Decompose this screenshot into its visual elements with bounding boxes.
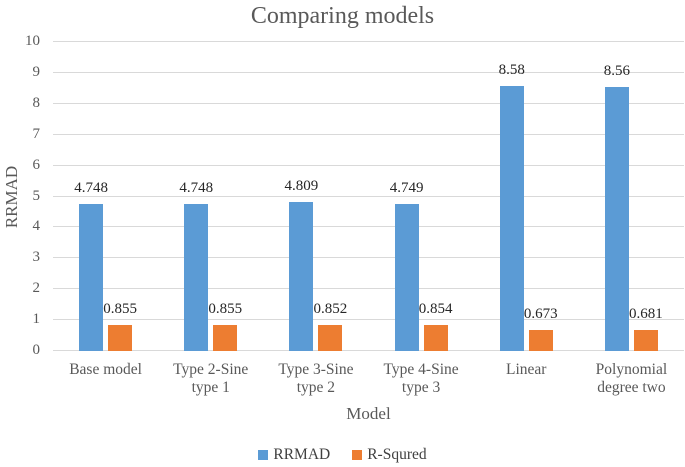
gridline bbox=[53, 71, 684, 73]
data-label: 4.748 bbox=[179, 180, 214, 197]
bar-r-squred-2 bbox=[318, 324, 343, 351]
x-category-label: Base model bbox=[69, 361, 142, 378]
legend-swatch-icon bbox=[258, 450, 269, 460]
x-category-label: Polynomial degree two bbox=[595, 361, 668, 396]
gridline bbox=[53, 133, 684, 135]
y-tick-label: 4 bbox=[32, 218, 41, 235]
legend-item-rrmad: RRMAD bbox=[258, 446, 330, 464]
bar-rrmad-1 bbox=[184, 204, 209, 351]
x-axis-title: Model bbox=[346, 404, 391, 423]
y-tick-label: 7 bbox=[32, 125, 41, 142]
gridline bbox=[53, 257, 684, 259]
data-label: 0.855 bbox=[103, 300, 137, 317]
data-label: 0.854 bbox=[418, 300, 453, 317]
bar-rrmad-2 bbox=[289, 202, 314, 351]
data-label: 4.748 bbox=[74, 180, 108, 197]
gridline bbox=[53, 350, 684, 351]
bar-r-squred-4 bbox=[528, 330, 553, 351]
data-label: 8.56 bbox=[603, 62, 631, 79]
legend-item-r-squred: R-Squred bbox=[352, 446, 427, 464]
y-tick-label: 2 bbox=[32, 280, 41, 297]
x-category-label: Linear bbox=[506, 361, 547, 378]
chart-title: Comparing models bbox=[250, 3, 435, 29]
bar-rrmad-3 bbox=[394, 204, 419, 351]
gridline bbox=[53, 41, 684, 42]
gridline bbox=[53, 102, 684, 104]
y-tick-label: 1 bbox=[32, 311, 41, 328]
data-label: 4.749 bbox=[389, 180, 424, 197]
legend-label: RRMAD bbox=[273, 446, 331, 463]
y-tick-label: 6 bbox=[32, 156, 41, 173]
y-tick-label: 0 bbox=[32, 342, 41, 358]
chart-legend: RRMAD R-Squred bbox=[0, 446, 685, 464]
gridline bbox=[53, 164, 684, 166]
plot-area: 4.748 0.855 4.748 0.855 4.809 0.852 4.749 0.854… bbox=[53, 41, 684, 351]
gridline bbox=[53, 226, 684, 228]
bar-rrmad-4 bbox=[499, 85, 524, 351]
bar-r-squred-0 bbox=[108, 324, 133, 351]
data-label: 0.681 bbox=[629, 305, 663, 322]
data-label: 0.673 bbox=[523, 306, 558, 323]
x-category-label: Type 3-Sine type 2 bbox=[278, 361, 354, 396]
gridline bbox=[53, 319, 684, 321]
gridline bbox=[53, 288, 684, 290]
bar-rrmad-5 bbox=[604, 86, 629, 351]
y-axis-tick-labels: 0 1 2 3 4 5 6 7 8 9 10 bbox=[0, 34, 46, 358]
y-tick-label: 3 bbox=[32, 249, 41, 266]
data-label: 8.58 bbox=[498, 61, 525, 78]
x-category-label: Type 4-Sine type 3 bbox=[383, 361, 459, 396]
x-axis-category-labels: Base model Type 2-Sine type 1 Type 3-Sine … bbox=[53, 361, 684, 397]
bar-r-squred-3 bbox=[423, 324, 448, 351]
gridline bbox=[53, 195, 684, 197]
bar-rrmad-0 bbox=[79, 204, 104, 351]
y-tick-label: 8 bbox=[32, 94, 41, 111]
data-label: 4.809 bbox=[284, 178, 319, 195]
data-label: 0.855 bbox=[208, 300, 243, 317]
y-tick-label: 5 bbox=[32, 187, 41, 204]
y-tick-label: 9 bbox=[32, 63, 41, 80]
bar-r-squred-1 bbox=[213, 324, 238, 351]
legend-swatch-icon bbox=[352, 450, 363, 460]
y-tick-label: 10 bbox=[25, 33, 40, 49]
x-category-label: Type 2-Sine type 1 bbox=[173, 361, 249, 396]
legend-label: R-Squred bbox=[367, 446, 427, 463]
data-label: 0.852 bbox=[313, 300, 348, 317]
bar-r-squred-5 bbox=[633, 329, 658, 351]
